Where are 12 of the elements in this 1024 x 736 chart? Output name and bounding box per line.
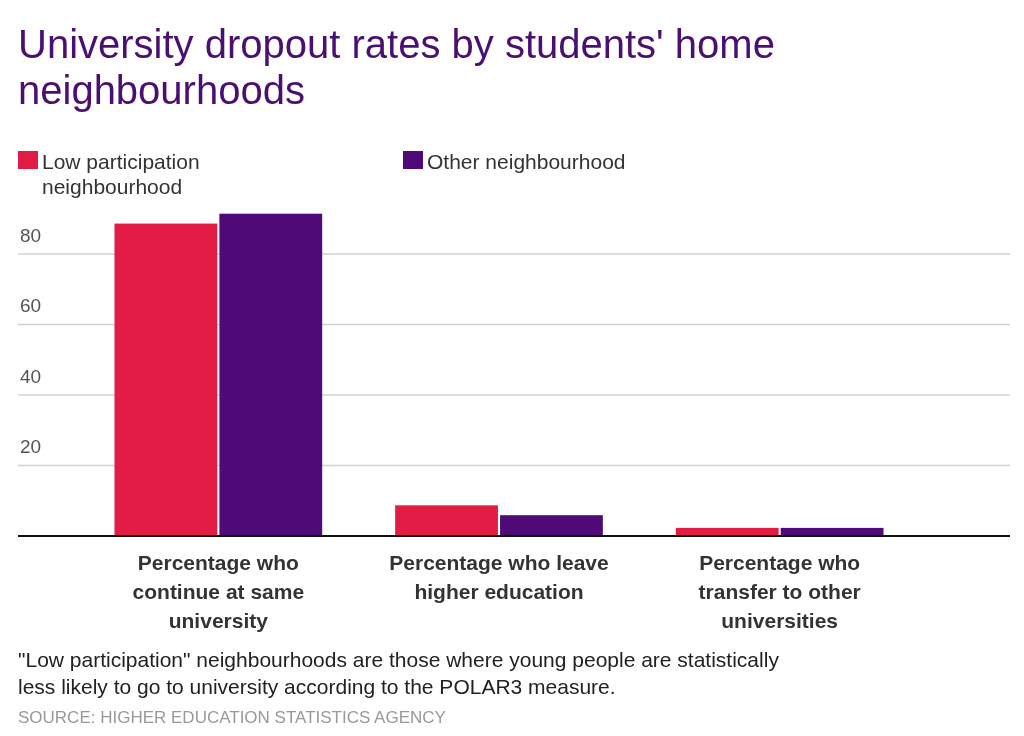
text: "Low participation" neighbourhoods are those where young people are statistically less likely to go to university according to the POLAR3 measure. — [18, 648, 780, 698]
legend-label: Low participation neighbourhood — [42, 150, 200, 198]
y-tick-label: 80 — [20, 224, 42, 246]
source-note: SOURCE: HIGHER EDUCATION STATISTICS AGENCY — [18, 708, 446, 727]
y-tick-label: 60 — [20, 295, 42, 317]
x-tick-label: Percentage who continue at same university — [132, 551, 305, 632]
y-tick-label: 40 — [20, 365, 42, 387]
y-tick-label: 20 — [20, 436, 42, 458]
x-tick-label: Percentage who transfer to other universities — [698, 551, 861, 632]
legend-label: Other neighbourhood — [427, 150, 626, 173]
x-tick-label: Percentage who leave higher education — [389, 551, 609, 603]
chart-title: University dropout rates by students' home neighbourhoods — [18, 22, 775, 112]
